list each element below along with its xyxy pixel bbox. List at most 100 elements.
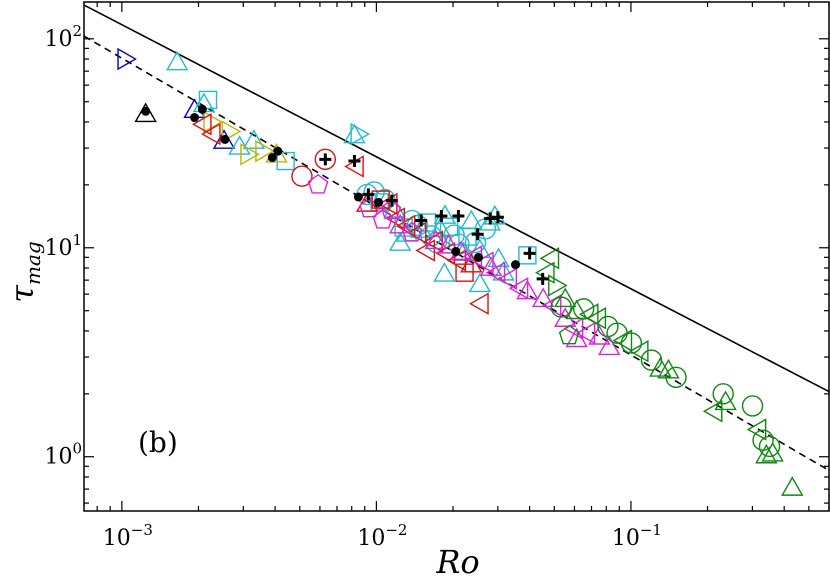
green-tri-up-marker — [565, 299, 588, 320]
cyan-tri-up-marker — [468, 272, 492, 293]
black-dots-dot-marker — [474, 252, 484, 262]
black-plus-plus-marker — [471, 228, 484, 241]
red-tri-left-marker — [469, 292, 489, 315]
black-dots-dot-marker — [511, 260, 521, 270]
red-square-marker — [455, 263, 474, 282]
cyan-tri-up-marker — [428, 217, 452, 238]
green-tri-up-marker — [755, 443, 778, 464]
magenta-tri-up-marker — [437, 233, 460, 254]
cyan-tri-up-marker — [478, 211, 502, 231]
black-plus-plus-marker — [415, 214, 428, 227]
magenta-tri-left-marker — [508, 277, 529, 300]
red-tri-left-marker — [406, 221, 427, 244]
cyan-tri-right-marker — [350, 122, 371, 146]
cyan-tri-up-marker — [460, 209, 483, 230]
yellow-tri-right-marker — [221, 120, 242, 143]
black-tri-up-marker — [134, 102, 157, 123]
magenta-tri-up-marker — [531, 287, 555, 308]
green-tri-left-marker — [539, 247, 560, 270]
magenta-pentagon-marker — [380, 199, 402, 220]
green-circle-marker — [620, 332, 643, 354]
black-plus-plus-marker — [435, 209, 448, 222]
black-dots-dot-marker — [141, 106, 151, 116]
black-plus-plus-marker — [385, 194, 398, 207]
black-plus-plus-marker — [536, 272, 549, 285]
green-tri-left-marker — [746, 418, 767, 441]
green-tri-up-marker — [554, 287, 577, 308]
green-tri-up-marker — [649, 357, 672, 377]
cyan-tri-up-marker — [388, 231, 412, 251]
cyan-square-marker — [518, 246, 537, 265]
reference-line-solid-fit — [83, 4, 830, 393]
green-tri-left-marker — [702, 400, 723, 423]
magenta-tri-up-marker — [388, 213, 412, 234]
yellow-tri-right-marker — [203, 110, 223, 134]
y-tick-label: 101 — [44, 231, 82, 261]
black-plus-plus-marker — [319, 153, 332, 166]
yellow-tri-right-marker — [255, 139, 275, 163]
black-dots-dot-marker — [273, 146, 283, 156]
magenta-tri-left-marker — [497, 267, 518, 291]
magenta-pentagon-marker — [307, 173, 329, 194]
magenta-tri-up-marker — [424, 229, 447, 250]
red-tri-left-marker — [415, 239, 436, 262]
red-tri-left-marker — [192, 113, 212, 136]
x-axis-title: Ro — [435, 543, 479, 578]
magenta-pentagon-marker — [401, 221, 423, 242]
green-tri-up-marker — [714, 390, 737, 411]
x-tick-label: 10−3 — [103, 521, 153, 551]
green-tri-left-marker — [586, 307, 607, 330]
green-tri-left-marker — [612, 329, 633, 352]
black-plus-plus-marker — [491, 211, 504, 224]
panel-label: (b) — [138, 426, 178, 459]
cyan-tri-up-marker — [433, 262, 456, 282]
black-plus-plus-marker — [523, 247, 536, 260]
reference-lines — [83, 4, 830, 472]
green-circle-marker — [741, 395, 764, 417]
circled-circle-marker — [314, 148, 337, 171]
cyan-square-marker — [276, 151, 295, 171]
x-tick-label: 10−1 — [612, 521, 662, 551]
green-circle-marker — [572, 298, 595, 320]
red-circle-marker — [291, 165, 313, 187]
green-tri-up-marker — [761, 442, 784, 462]
red-tri-left-marker — [201, 122, 221, 146]
cyan-tri-up-marker — [242, 129, 266, 149]
magenta-tri-up-marker — [598, 335, 621, 356]
black-dots-dot-marker — [267, 153, 277, 163]
y-tick-label: 100 — [44, 440, 82, 470]
magenta-tri-up-marker — [479, 256, 503, 276]
green-tri-right-marker — [548, 274, 568, 297]
magenta-tri-left-marker — [485, 261, 506, 284]
red-tri-left-marker — [395, 214, 416, 238]
magenta-tri-up-marker — [516, 279, 539, 300]
cyan-tri-up-marker — [166, 50, 189, 71]
black-plus-plus-marker — [348, 155, 361, 168]
cyan-tri-up-marker — [228, 135, 251, 155]
black-dots-dot-marker — [220, 134, 230, 144]
black-dots-dot-marker — [190, 113, 200, 123]
data-markers — [117, 47, 804, 496]
black-dots-dot-marker — [197, 104, 207, 114]
green-pentagon-marker — [558, 324, 580, 345]
green-tri-up-marker — [657, 358, 680, 379]
x-tick-label: 10−2 — [357, 521, 407, 551]
magenta-pentagon-marker — [372, 208, 394, 229]
green-circle-marker — [758, 435, 781, 458]
blue-tri-right-marker — [117, 47, 137, 71]
green-circle-marker — [665, 366, 687, 388]
axis-ticks — [84, 2, 830, 511]
magenta-tri-left-marker — [575, 322, 596, 345]
black-dots-dot-marker — [353, 192, 363, 202]
y-tick-label: 102 — [44, 22, 82, 52]
yellow-tri-right-marker — [240, 143, 260, 166]
y-axis-title: τmag — [3, 241, 45, 302]
black-dots-dot-marker — [374, 197, 384, 207]
black-dots-dot-marker — [451, 246, 461, 256]
green-circle-marker — [712, 383, 734, 405]
black-plus-plus-marker — [362, 188, 375, 201]
plot-frame — [83, 1, 830, 512]
black-plus-plus-marker — [452, 209, 465, 222]
